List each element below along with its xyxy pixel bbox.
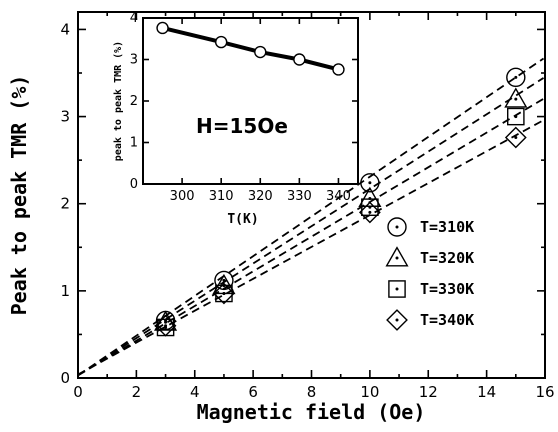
- data-point-T=310K: [507, 68, 525, 86]
- legend-label: T=330K: [420, 280, 474, 298]
- data-point-T=330K: [508, 108, 524, 124]
- inset-y-tick-label: 3: [130, 53, 138, 68]
- inset-data-point: [333, 64, 344, 75]
- x-tick-label: 10: [360, 383, 379, 401]
- inset-background: [143, 18, 358, 184]
- y-tick-label: 1: [60, 282, 70, 300]
- inset-y-tick-label: 4: [130, 11, 138, 26]
- inset-y-axis-title: peak to peak TMR (%): [113, 41, 124, 161]
- legend-label: T=320K: [420, 249, 474, 267]
- y-tick-label: 3: [60, 108, 70, 126]
- inset-x-tick-label: 300: [170, 189, 195, 204]
- inset-annotation: H=15Oe: [196, 114, 288, 138]
- x-tick-label: 12: [419, 383, 438, 401]
- y-axis-title: Peak to peak TMR (%): [7, 75, 31, 316]
- inset-data-point: [157, 22, 168, 33]
- inset-data-point: [255, 47, 266, 58]
- y-tick-label: 0: [60, 369, 70, 387]
- inset-x-axis-title: T(K): [227, 212, 258, 227]
- x-tick-label: 0: [73, 383, 83, 401]
- inset-y-tick-label: 2: [130, 94, 138, 109]
- x-tick-label: 6: [248, 383, 258, 401]
- inset-plot: 300 310 320 330 340 0 1 2 3 4 T(K) peak to peak …: [113, 11, 358, 227]
- inset-x-tick-label: 320: [248, 189, 273, 204]
- inset-y-tick-label: 0: [130, 177, 138, 192]
- legend-marker-T=320K: [387, 248, 408, 266]
- inset-x-tick-label: 310: [209, 189, 234, 204]
- y-tick-label: 2: [60, 195, 70, 213]
- x-axis-title: Magnetic field (Oe): [197, 400, 426, 424]
- legend: T=310K T=320K T=330K T=340K: [387, 218, 475, 330]
- inset-x-tick-label: 340: [326, 189, 351, 204]
- y-tick-label: 4: [60, 20, 70, 38]
- legend-label: T=340K: [420, 311, 474, 329]
- legend-marker-T=310K: [388, 218, 406, 236]
- inset-data-point: [294, 54, 305, 65]
- x-tick-label: 4: [190, 383, 200, 401]
- legend-marker-T=340K: [387, 310, 407, 330]
- inset-x-tick-label: 330: [287, 189, 312, 204]
- data-point-T=320K: [360, 188, 381, 206]
- legend-label: T=310K: [420, 218, 474, 236]
- x-tick-label: 8: [307, 383, 317, 401]
- x-tick-label: 14: [477, 383, 496, 401]
- legend-marker-T=330K: [389, 281, 405, 297]
- inset-data-point: [216, 37, 227, 48]
- inset-y-tick-label: 1: [130, 136, 138, 151]
- x-tick-label: 16: [535, 383, 554, 401]
- x-tick-label: 2: [132, 383, 142, 401]
